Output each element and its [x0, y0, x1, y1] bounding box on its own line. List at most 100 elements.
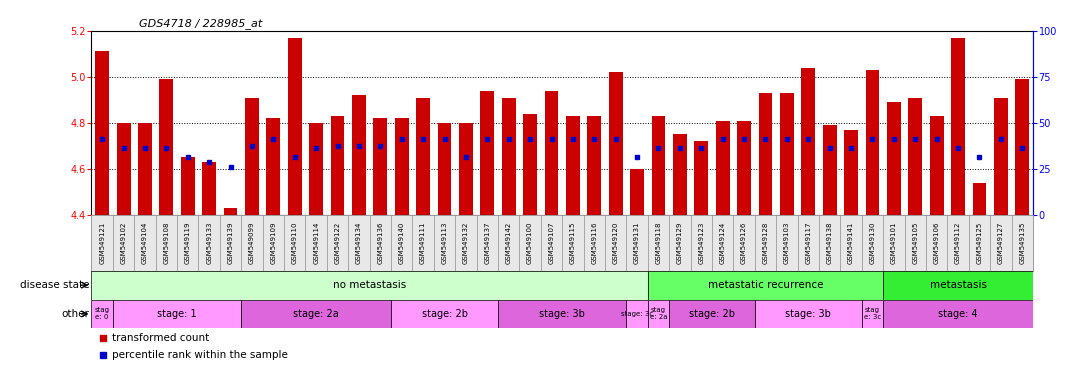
- Bar: [91, 271, 648, 300]
- Text: GSM549112: GSM549112: [955, 222, 961, 264]
- Text: stage: 3c: stage: 3c: [621, 311, 653, 317]
- Text: stag
e: 2a: stag e: 2a: [650, 308, 667, 320]
- Bar: [91, 215, 113, 271]
- Bar: [583, 215, 605, 271]
- Bar: [391, 300, 498, 328]
- Text: GSM549102: GSM549102: [121, 222, 127, 264]
- Bar: [267, 118, 280, 215]
- Text: GSM549117: GSM549117: [805, 222, 811, 264]
- Bar: [759, 93, 773, 215]
- Bar: [737, 121, 751, 215]
- Bar: [780, 93, 794, 215]
- Bar: [754, 215, 776, 271]
- Text: GSM549101: GSM549101: [891, 222, 897, 264]
- Text: GSM549134: GSM549134: [356, 222, 362, 264]
- Text: GSM549104: GSM549104: [142, 222, 148, 264]
- Bar: [648, 215, 669, 271]
- Text: GSM549114: GSM549114: [313, 222, 320, 264]
- Bar: [669, 300, 754, 328]
- Bar: [395, 118, 409, 215]
- Bar: [797, 215, 819, 271]
- Text: stag
e: 0: stag e: 0: [95, 308, 110, 320]
- Bar: [327, 215, 349, 271]
- Bar: [477, 215, 498, 271]
- Text: stage: 2b: stage: 2b: [689, 309, 735, 319]
- Bar: [330, 116, 344, 215]
- Bar: [91, 300, 113, 328]
- Bar: [1011, 215, 1033, 271]
- Bar: [712, 215, 734, 271]
- Text: GSM549105: GSM549105: [912, 222, 918, 264]
- Bar: [587, 116, 601, 215]
- Text: GSM549103: GSM549103: [784, 222, 790, 264]
- Text: GSM549121: GSM549121: [99, 222, 105, 264]
- Text: GSM549126: GSM549126: [741, 222, 747, 264]
- Text: GSM549116: GSM549116: [592, 222, 597, 264]
- Bar: [181, 157, 195, 215]
- Bar: [349, 215, 370, 271]
- Text: stag
e: 3c: stag e: 3c: [864, 308, 881, 320]
- Text: GSM549142: GSM549142: [506, 222, 512, 264]
- Text: transformed count: transformed count: [112, 333, 210, 343]
- Bar: [862, 300, 883, 328]
- Text: GSM549135: GSM549135: [1019, 222, 1025, 264]
- Bar: [716, 121, 730, 215]
- Bar: [116, 123, 130, 215]
- Bar: [609, 72, 623, 215]
- Text: GSM549138: GSM549138: [826, 222, 833, 264]
- Text: stage: 3b: stage: 3b: [539, 309, 585, 319]
- Text: GSM549137: GSM549137: [484, 222, 491, 264]
- Text: stage: 2a: stage: 2a: [294, 309, 339, 319]
- Bar: [968, 215, 990, 271]
- Bar: [391, 215, 412, 271]
- Bar: [802, 68, 816, 215]
- Bar: [926, 215, 947, 271]
- Text: other: other: [61, 309, 89, 319]
- Bar: [455, 215, 477, 271]
- Text: GSM549132: GSM549132: [463, 222, 469, 264]
- Text: GSM549120: GSM549120: [612, 222, 619, 264]
- Bar: [520, 215, 541, 271]
- Text: percentile rank within the sample: percentile rank within the sample: [112, 350, 288, 360]
- Bar: [287, 38, 301, 215]
- Text: no metastasis: no metastasis: [332, 280, 407, 290]
- Bar: [951, 38, 965, 215]
- Text: GSM549124: GSM549124: [720, 222, 725, 264]
- Bar: [113, 215, 134, 271]
- Bar: [862, 215, 883, 271]
- Text: GSM549100: GSM549100: [527, 222, 533, 264]
- Text: GSM549136: GSM549136: [378, 222, 383, 264]
- Bar: [373, 118, 387, 215]
- Bar: [241, 300, 391, 328]
- Bar: [523, 114, 537, 215]
- Bar: [669, 215, 691, 271]
- Text: GSM549131: GSM549131: [634, 222, 640, 264]
- Bar: [648, 300, 669, 328]
- Text: GSM549139: GSM549139: [227, 222, 233, 264]
- Bar: [754, 300, 862, 328]
- Bar: [541, 215, 562, 271]
- Bar: [241, 215, 263, 271]
- Bar: [566, 116, 580, 215]
- Text: GSM549118: GSM549118: [655, 222, 662, 264]
- Bar: [840, 215, 862, 271]
- Bar: [973, 183, 987, 215]
- Text: GSM549119: GSM549119: [185, 222, 190, 264]
- Bar: [416, 98, 430, 215]
- Text: GSM549108: GSM549108: [164, 222, 169, 264]
- Text: GSM549122: GSM549122: [335, 222, 340, 264]
- Bar: [823, 125, 837, 215]
- Bar: [434, 215, 455, 271]
- Text: GSM549115: GSM549115: [570, 222, 576, 264]
- Text: GSM549106: GSM549106: [934, 222, 939, 264]
- Bar: [352, 95, 366, 215]
- Text: stage: 3b: stage: 3b: [785, 309, 832, 319]
- Bar: [309, 123, 323, 215]
- Text: GSM549128: GSM549128: [763, 222, 768, 264]
- Bar: [224, 208, 238, 215]
- Bar: [113, 300, 241, 328]
- Bar: [776, 215, 797, 271]
- Bar: [438, 123, 452, 215]
- Bar: [220, 215, 241, 271]
- Bar: [994, 98, 1008, 215]
